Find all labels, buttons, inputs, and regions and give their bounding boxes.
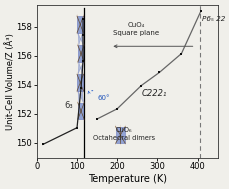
Y-axis label: Unit-Cell Volume/Z (Å³): Unit-Cell Volume/Z (Å³)	[5, 33, 15, 130]
Polygon shape	[115, 127, 125, 143]
Polygon shape	[77, 74, 83, 91]
Text: CuO₆
Octahedral dimers: CuO₆ Octahedral dimers	[93, 127, 155, 141]
Text: P6₅ 22: P6₅ 22	[201, 16, 224, 22]
Text: 60°: 60°	[98, 95, 110, 101]
Polygon shape	[78, 62, 83, 74]
Polygon shape	[77, 103, 84, 119]
X-axis label: Temperature (K): Temperature (K)	[87, 174, 166, 184]
Text: 6₃: 6₃	[64, 101, 73, 110]
Text: CuO₄
Square plane: CuO₄ Square plane	[113, 22, 159, 36]
Polygon shape	[78, 33, 83, 45]
Text: C222₁: C222₁	[142, 89, 167, 98]
Polygon shape	[77, 16, 83, 33]
Polygon shape	[77, 45, 84, 62]
Polygon shape	[78, 91, 83, 103]
